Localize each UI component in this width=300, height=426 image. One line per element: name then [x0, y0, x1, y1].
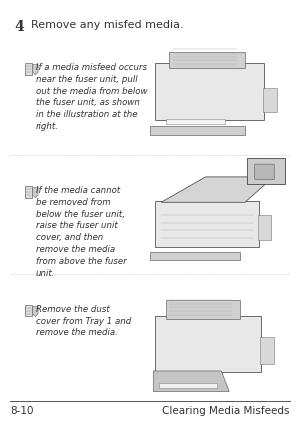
FancyBboxPatch shape [260, 337, 274, 364]
FancyBboxPatch shape [263, 89, 277, 113]
Text: Remove the dust
cover from Tray 1 and
remove the media.: Remove the dust cover from Tray 1 and re… [36, 304, 131, 337]
Polygon shape [33, 188, 38, 198]
Text: 4: 4 [15, 20, 25, 35]
Polygon shape [33, 66, 38, 75]
Polygon shape [161, 178, 274, 203]
FancyBboxPatch shape [169, 52, 245, 69]
FancyBboxPatch shape [166, 300, 240, 320]
FancyBboxPatch shape [25, 305, 32, 317]
FancyBboxPatch shape [255, 165, 274, 180]
Text: 8-10: 8-10 [10, 405, 34, 414]
Text: If the media cannot
be removed from
below the fuser unit,
raise the fuser unit
c: If the media cannot be removed from belo… [36, 185, 126, 277]
FancyBboxPatch shape [159, 383, 218, 388]
Polygon shape [153, 371, 229, 391]
FancyBboxPatch shape [25, 187, 32, 198]
Polygon shape [33, 307, 38, 317]
Text: If a media misfeed occurs
near the fuser unit, pull
out the media from below
the: If a media misfeed occurs near the fuser… [36, 63, 147, 131]
FancyBboxPatch shape [258, 216, 271, 241]
FancyBboxPatch shape [155, 64, 264, 121]
Text: Clearing Media Misfeeds: Clearing Media Misfeeds [162, 405, 290, 414]
FancyBboxPatch shape [150, 127, 245, 135]
FancyBboxPatch shape [25, 64, 32, 75]
FancyBboxPatch shape [167, 120, 225, 124]
Text: Remove any misfed media.: Remove any misfed media. [31, 20, 184, 30]
FancyBboxPatch shape [155, 316, 261, 372]
FancyBboxPatch shape [155, 202, 259, 248]
FancyBboxPatch shape [247, 159, 285, 184]
FancyBboxPatch shape [150, 252, 240, 261]
